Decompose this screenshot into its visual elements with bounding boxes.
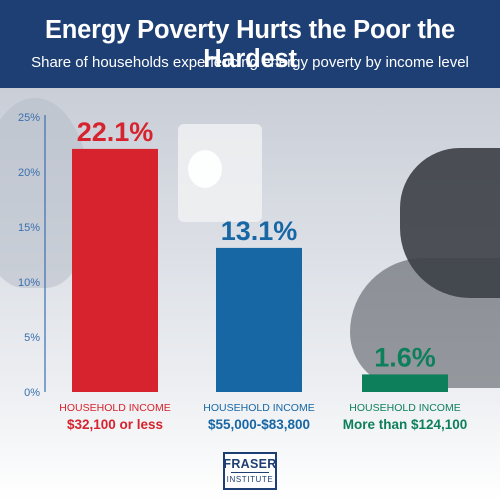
y-tick-label: 0% <box>24 387 40 399</box>
category-caption: HOUSEHOLD INCOME <box>203 402 314 414</box>
logo-line-1: FRASER <box>223 457 277 471</box>
category-caption: HOUSEHOLD INCOME <box>349 402 460 414</box>
bar <box>362 374 448 392</box>
y-tick-label: 10% <box>18 277 40 289</box>
bar <box>216 247 302 392</box>
y-tick-label: 5% <box>24 332 40 344</box>
fraser-institute-logo: FRASER INSTITUTE <box>223 452 277 490</box>
logo-line-2: INSTITUTE <box>226 475 274 484</box>
category-label: More than $124,100 <box>343 417 468 432</box>
bar-value-label: 13.1% <box>221 216 298 246</box>
y-tick-label: 20% <box>18 167 40 179</box>
bar-value-label: 1.6% <box>374 342 436 372</box>
category-caption: HOUSEHOLD INCOME <box>59 402 170 414</box>
header-banner: Energy Poverty Hurts the Poor the Hardes… <box>0 0 500 88</box>
logo-border <box>223 452 277 490</box>
chart-subtitle: Share of households experiencing energy … <box>31 54 469 71</box>
y-tick-label: 25% <box>18 112 40 124</box>
logo-divider <box>231 472 269 473</box>
thermostat-dial <box>188 150 222 188</box>
bar-value-label: 22.1% <box>77 117 154 147</box>
bar <box>72 148 158 392</box>
category-label: $32,100 or less <box>67 417 163 432</box>
y-tick-label: 15% <box>18 222 40 234</box>
fuel-hose-shape <box>350 258 500 388</box>
chart-title: Energy Poverty Hurts the Poor the Hardes… <box>45 16 455 73</box>
category-label: $55,000-$83,800 <box>208 417 310 432</box>
